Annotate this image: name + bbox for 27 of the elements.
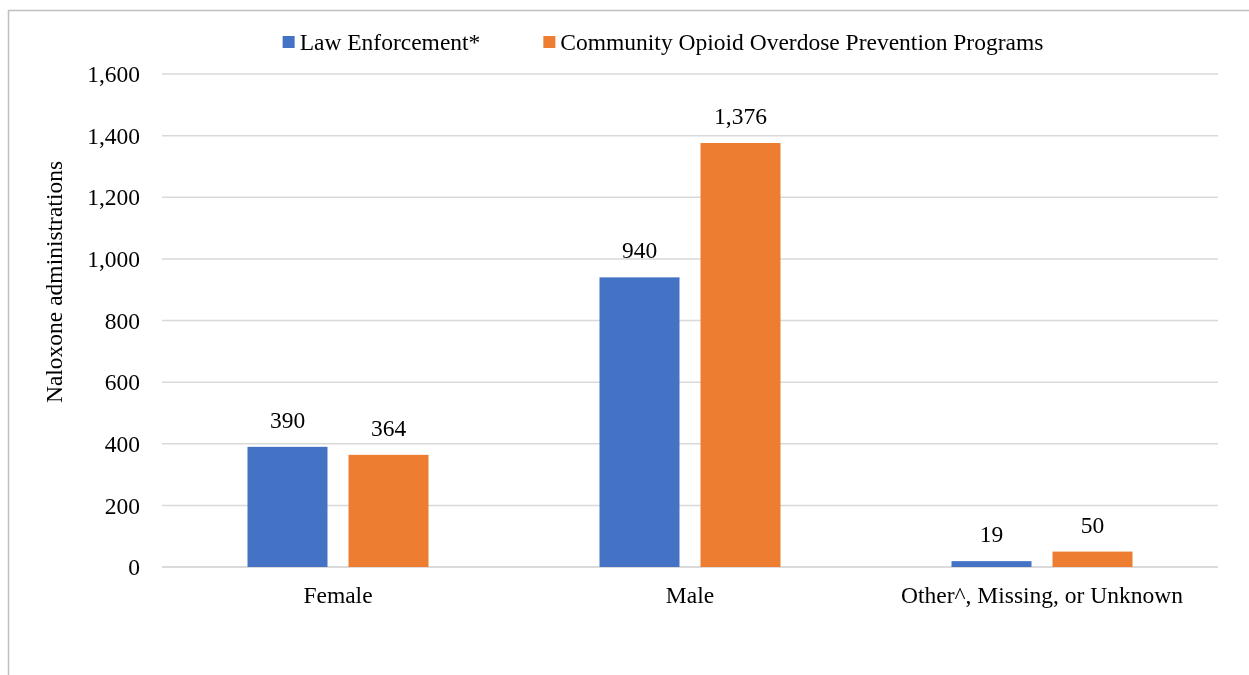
y-tick-label: 400 [104, 430, 140, 457]
x-tick-label: Female [303, 582, 373, 608]
legend-label: Law Enforcement* [299, 29, 481, 56]
y-tick-label: 0 [128, 554, 140, 581]
y-tick-label: 600 [104, 369, 140, 396]
x-tick-label: Other^, Missing, or Unknown [901, 582, 1184, 608]
bar [951, 561, 1032, 567]
data-label: 1,376 [714, 103, 768, 130]
data-label: 50 [1080, 511, 1105, 538]
y-tick-label: 1,400 [87, 122, 140, 149]
data-label: 390 [269, 406, 306, 433]
y-tick-label: 200 [104, 492, 140, 519]
bar [348, 454, 429, 567]
data-label: 940 [621, 237, 658, 264]
bar [1052, 551, 1133, 567]
data-label: 364 [370, 414, 407, 441]
y-tick-label: 1,200 [87, 184, 140, 211]
bar [247, 446, 328, 567]
y-tick-label: 1,600 [87, 61, 140, 88]
y-axis-title: Naloxone administrations [41, 160, 67, 404]
y-tick-label: 1,000 [87, 246, 140, 273]
bar [599, 277, 680, 567]
data-label: 19 [979, 521, 1004, 548]
legend-label: Community Opioid Overdose Prevention Programs [560, 29, 1044, 56]
bar [700, 143, 781, 567]
y-tick-label: 800 [104, 307, 140, 334]
x-tick-label: Male [665, 582, 715, 608]
